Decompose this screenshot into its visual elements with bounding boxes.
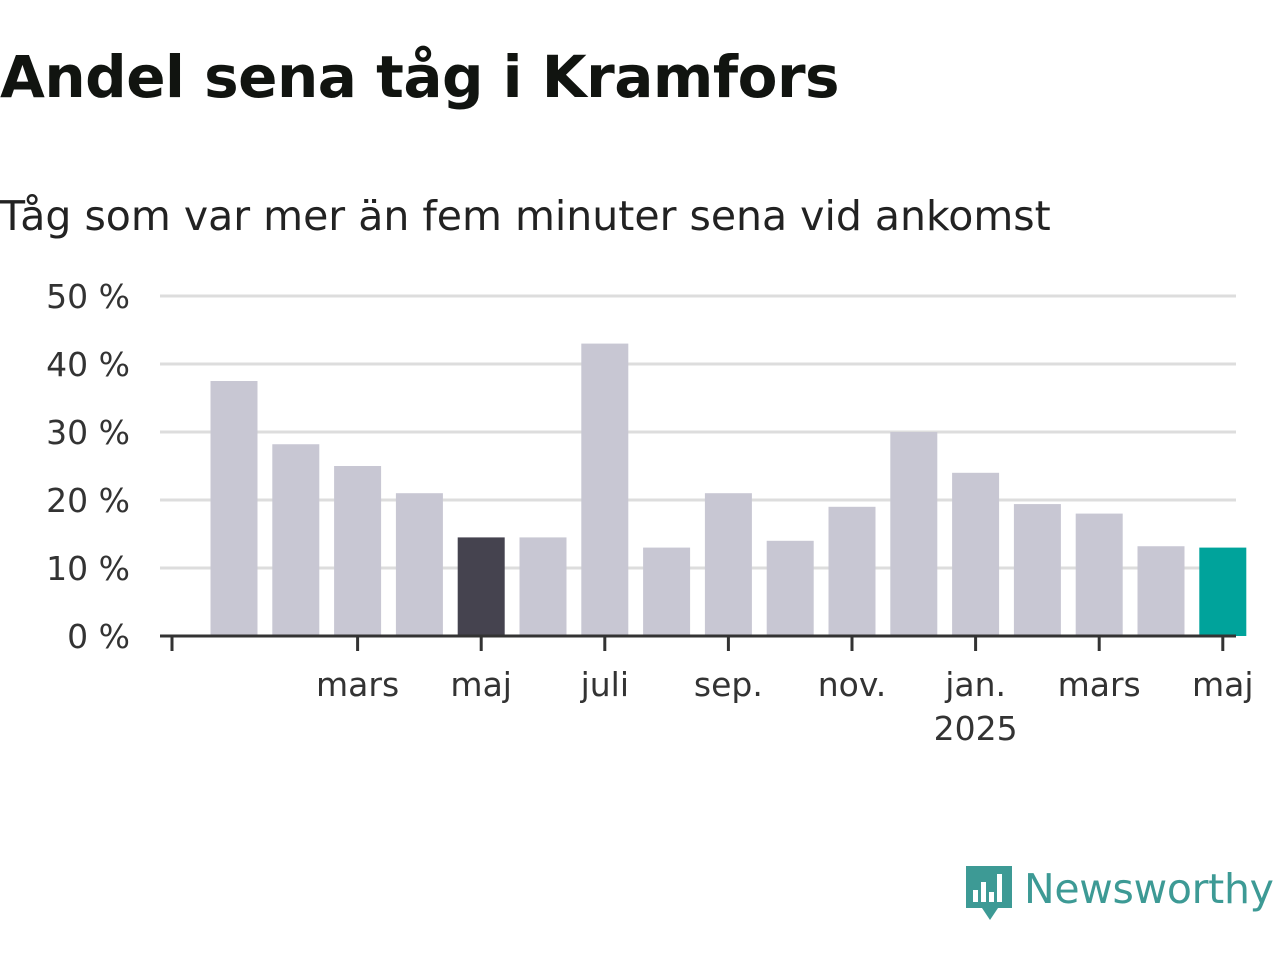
bar xyxy=(1199,547,1247,636)
y-tick-label: 10 % xyxy=(46,549,130,588)
chart-subtitle: Tåg som var mer än fem minuter sena vid … xyxy=(0,192,1051,240)
bar xyxy=(519,537,567,636)
newsworthy-logo: Newsworthy xyxy=(962,862,1274,928)
x-tick-label: jan. xyxy=(944,665,1006,704)
bar-chart-speech-bubble-icon xyxy=(966,866,1012,920)
bar xyxy=(704,493,752,636)
bar-chart: 0 % 10 % 20 % 30 % 40 % 50 % mars maj juli sep. no… xyxy=(46,277,1254,748)
bar xyxy=(272,444,320,636)
x-tick-label: juli xyxy=(580,665,629,704)
bar xyxy=(457,537,505,636)
y-tick-label: 30 % xyxy=(46,413,130,452)
bar xyxy=(395,493,443,636)
x-tick-label: maj xyxy=(1192,665,1254,704)
y-tick-label: 50 % xyxy=(46,277,130,316)
bar xyxy=(643,547,691,636)
chart-title: Andel sena tåg i Kramfors xyxy=(0,43,840,111)
bar xyxy=(1013,504,1061,636)
x-tick-year-label: 2025 xyxy=(934,709,1018,748)
x-tick-label: maj xyxy=(450,665,512,704)
bar xyxy=(334,466,382,636)
bar xyxy=(1075,513,1123,636)
bar xyxy=(828,506,876,636)
bar xyxy=(581,343,629,636)
y-tick-label: 0 % xyxy=(67,617,130,656)
bar xyxy=(1137,546,1185,636)
bar xyxy=(952,472,1000,636)
x-tick-label: nov. xyxy=(818,665,887,704)
y-tick-label: 20 % xyxy=(46,481,130,520)
bar xyxy=(210,381,258,636)
x-tick-label: mars xyxy=(316,665,399,704)
y-tick-label: 40 % xyxy=(46,345,130,384)
x-tick-label: sep. xyxy=(694,665,763,704)
bar xyxy=(766,540,814,636)
x-tick-label: mars xyxy=(1058,665,1141,704)
bar xyxy=(890,432,938,636)
logo-text: Newsworthy xyxy=(1024,865,1274,913)
